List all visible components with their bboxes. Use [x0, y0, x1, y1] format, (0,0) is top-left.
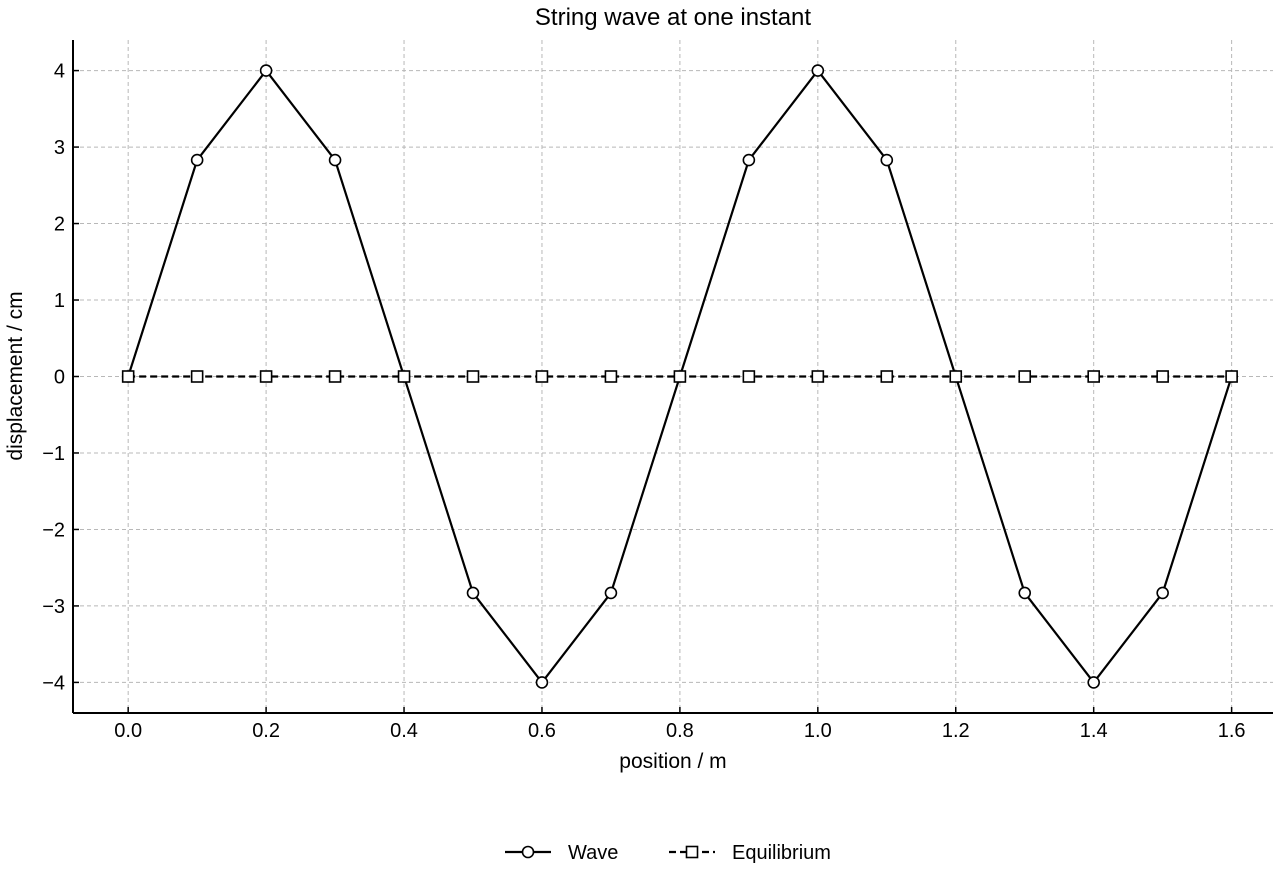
square-data-point [190, 370, 204, 383]
legend-label: Wave [568, 842, 618, 864]
legend: Wave Equilibrium [505, 842, 831, 864]
legend-square-marker [685, 845, 699, 859]
x-tick-label: 1.2 [942, 720, 970, 742]
circle-data-point [811, 64, 825, 77]
square-data-point [328, 370, 342, 383]
plot-series [121, 64, 1238, 689]
square-data-point [121, 370, 135, 383]
circle-data-point [466, 586, 480, 600]
square-data-point [604, 370, 618, 383]
y-tick-label: −4 [42, 672, 65, 694]
y-axis-label: displacement / cm [4, 291, 27, 460]
y-tick-label: 1 [54, 290, 65, 312]
y-tick-label: 3 [54, 137, 65, 159]
x-tick-label: 0.8 [666, 720, 694, 742]
square-data-point [1087, 370, 1100, 383]
square-data-point [535, 370, 549, 383]
x-axis-label: position / m [619, 750, 726, 773]
y-tick-label: −2 [42, 519, 65, 541]
square-data-point [673, 370, 687, 383]
square-data-point [880, 370, 894, 383]
x-tick-label: 1.4 [1080, 720, 1108, 742]
y-tick-label: 4 [54, 61, 65, 83]
circle-data-point [535, 676, 549, 689]
series-equilibrium [121, 370, 1238, 383]
circle-data-point [259, 64, 273, 77]
y-tick-label: 0 [54, 367, 65, 389]
x-tick-label: 0.2 [252, 720, 280, 742]
chart-title: String wave at one instant [535, 4, 811, 31]
square-data-point [466, 370, 480, 383]
square-data-point [259, 370, 273, 383]
axis-ticks: 0.0 0.2 0.4 0.6 0.8 1.0 1.2 1.4 1.6 −4 −3 −2 −1 0 1 2 3 4 [42, 61, 1245, 742]
y-tick-label: −1 [42, 443, 65, 465]
legend-item-equilibrium: Equilibrium [669, 842, 831, 864]
x-tick-label: 0.4 [390, 720, 418, 742]
square-data-point [1018, 370, 1032, 383]
x-tick-label: 0.6 [528, 720, 556, 742]
y-tick-label: −3 [42, 596, 65, 618]
square-data-point [1156, 370, 1169, 383]
x-tick-label: 0.0 [114, 720, 142, 742]
square-data-point [1225, 370, 1238, 383]
x-tick-label: 1.6 [1218, 720, 1246, 742]
square-data-point [397, 370, 411, 383]
circle-data-point [1018, 586, 1032, 600]
circle-data-point [742, 153, 756, 167]
y-tick-label: 2 [54, 214, 65, 236]
square-data-point [949, 370, 963, 383]
circle-data-point [1087, 676, 1100, 689]
legend-circle-marker [521, 845, 535, 859]
legend-label: Equilibrium [732, 842, 831, 864]
circle-data-point [880, 153, 894, 167]
square-data-point [742, 370, 756, 383]
legend-item-wave: Wave [505, 842, 618, 864]
x-tick-label: 1.0 [804, 720, 832, 742]
square-data-point [811, 370, 825, 383]
circle-data-point [190, 153, 204, 167]
circle-data-point [1156, 586, 1169, 600]
circle-data-point [328, 153, 342, 167]
circle-data-point [604, 586, 618, 600]
